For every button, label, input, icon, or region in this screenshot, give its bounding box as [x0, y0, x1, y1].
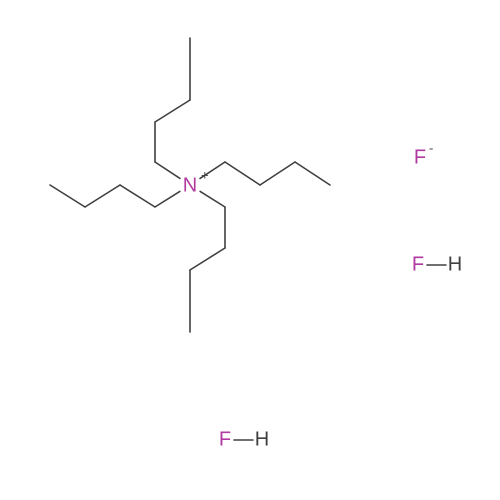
counterion: F-	[414, 140, 433, 168]
svg-text:H: H	[255, 428, 269, 450]
molecule-diagram: N+F-FHFH	[0, 0, 500, 500]
svg-text:H: H	[448, 253, 462, 275]
bond	[190, 248, 225, 270]
bond	[225, 162, 260, 185]
bond	[155, 100, 190, 122]
svg-text:+: +	[201, 167, 209, 182]
bond	[155, 191, 180, 207]
bond	[200, 191, 225, 207]
bond	[120, 185, 155, 207]
svg-text:N: N	[183, 174, 197, 196]
bond	[85, 185, 120, 207]
bond	[50, 185, 85, 207]
svg-text:-: -	[429, 140, 433, 155]
atom-N: N+	[183, 167, 209, 196]
svg-text:F: F	[412, 253, 424, 275]
bond	[260, 162, 295, 185]
svg-text:F: F	[414, 146, 426, 168]
bond	[155, 162, 180, 178]
bond	[295, 162, 330, 185]
counterion: FH	[219, 428, 269, 450]
counterion: FH	[412, 253, 462, 275]
svg-text:F: F	[219, 428, 231, 450]
